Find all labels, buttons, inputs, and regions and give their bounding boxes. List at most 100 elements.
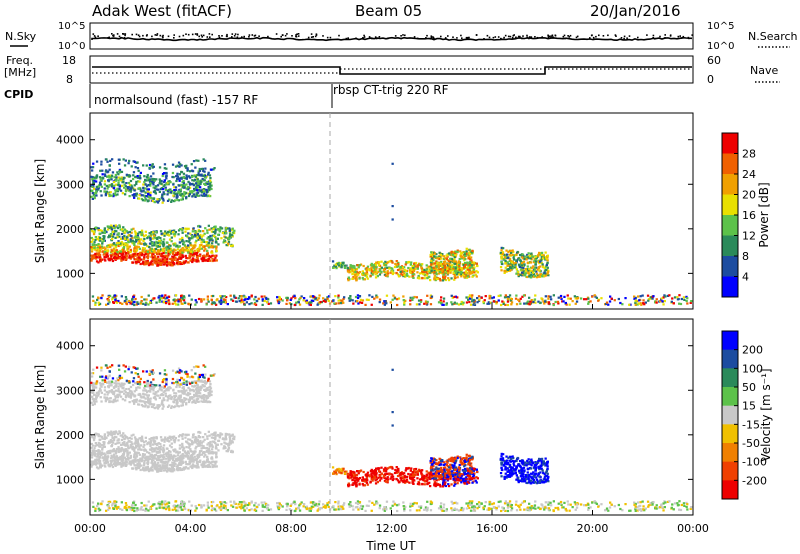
echo-cell xyxy=(516,250,519,254)
echo-cell xyxy=(377,264,381,267)
echo-cell xyxy=(185,191,188,194)
noise-dot xyxy=(362,37,365,39)
echo-cell xyxy=(120,253,123,256)
echo-cell xyxy=(453,275,456,278)
echo-cell xyxy=(126,186,129,189)
echo-cell xyxy=(539,260,542,263)
echo-cell xyxy=(472,263,475,266)
echo-cell xyxy=(122,246,126,249)
echo-cell xyxy=(210,250,214,253)
echo-cell xyxy=(425,264,428,267)
echo-cell xyxy=(197,159,200,162)
echo-cell xyxy=(423,270,426,273)
echo-cell xyxy=(215,254,218,257)
echo-cell xyxy=(139,252,142,255)
echo-cell xyxy=(173,263,176,266)
echo-cell xyxy=(144,458,147,462)
echo-cell xyxy=(137,245,140,249)
echo-cell xyxy=(113,224,116,227)
echo-cell xyxy=(189,243,192,247)
echo-cell xyxy=(450,250,453,253)
echo-cell xyxy=(153,190,156,193)
echo-cell xyxy=(225,433,228,436)
noise-dot xyxy=(425,37,427,39)
echo-cell xyxy=(209,179,212,182)
echo-cell xyxy=(520,264,523,267)
echo-cell xyxy=(210,295,213,298)
echo-cell xyxy=(154,468,157,471)
echo-cell xyxy=(390,259,393,263)
echo-cell xyxy=(109,449,112,452)
echo-cell xyxy=(515,294,518,297)
echo-cell xyxy=(204,454,207,457)
echo-cell xyxy=(136,161,139,164)
echo-cell xyxy=(263,299,266,303)
noise-dot xyxy=(504,34,507,37)
echo-cell xyxy=(463,261,467,265)
echo-cell xyxy=(150,242,153,245)
echo-cell xyxy=(153,466,156,469)
echo-cell xyxy=(156,201,160,204)
echo-cell xyxy=(190,250,193,253)
echo-cell xyxy=(163,469,166,472)
echo-cell xyxy=(119,177,122,180)
echo-cell xyxy=(155,257,158,260)
echo-cell xyxy=(339,262,342,265)
echo-cell xyxy=(639,295,642,298)
echo-cell xyxy=(179,163,182,166)
echo-cell xyxy=(198,184,201,187)
echo-cell xyxy=(141,453,145,456)
echo-cell xyxy=(96,227,99,230)
echo-cell xyxy=(382,302,385,305)
echo-cell xyxy=(179,177,182,180)
echo-cell xyxy=(173,248,176,251)
echo-cell xyxy=(566,294,569,297)
noise-dot xyxy=(173,34,175,36)
echo-cell xyxy=(425,271,428,274)
echo-cell xyxy=(162,296,166,299)
echo-cell xyxy=(405,269,408,272)
echo-cell xyxy=(148,196,151,199)
echo-cell xyxy=(509,297,512,300)
echo-cell xyxy=(188,443,191,446)
echo-cell xyxy=(389,301,392,304)
echo-cell xyxy=(514,253,518,256)
echo-cell xyxy=(133,243,136,247)
echo-cell xyxy=(177,229,181,232)
echo-cell xyxy=(559,294,563,298)
echo-cell xyxy=(158,294,161,298)
echo-cell xyxy=(230,440,234,443)
echo-cell xyxy=(117,240,120,243)
echo-cell xyxy=(166,296,169,299)
echo-cell xyxy=(362,278,365,281)
echo-cell xyxy=(211,457,214,460)
echo-cell xyxy=(662,296,665,299)
echo-cell xyxy=(162,300,165,303)
echo-cell xyxy=(117,446,120,449)
echo-cell xyxy=(350,268,354,271)
echo-cell xyxy=(117,173,120,176)
echo-cell xyxy=(118,257,122,260)
echo-cell xyxy=(111,465,115,469)
echo-cell xyxy=(533,269,536,272)
echo-cell xyxy=(649,297,652,300)
echo-cell xyxy=(104,456,107,460)
noise-dot xyxy=(483,38,485,40)
echo-cell xyxy=(576,297,579,300)
echo-cell xyxy=(182,295,186,298)
echo-cell xyxy=(121,236,124,239)
echo-cell xyxy=(206,244,209,247)
echo-cell xyxy=(134,254,137,257)
echo-cell xyxy=(165,172,168,175)
echo-cell xyxy=(460,268,464,271)
echo-cell xyxy=(156,470,159,473)
noise-dot xyxy=(258,35,260,37)
echo-cell xyxy=(137,242,140,245)
echo-cell xyxy=(457,273,461,276)
echo-cell xyxy=(148,242,152,245)
echo-cell xyxy=(97,467,100,470)
echo-cell xyxy=(138,460,141,463)
echo-cell xyxy=(470,271,474,274)
echo-cell xyxy=(511,249,514,252)
echo-cell xyxy=(506,253,509,256)
